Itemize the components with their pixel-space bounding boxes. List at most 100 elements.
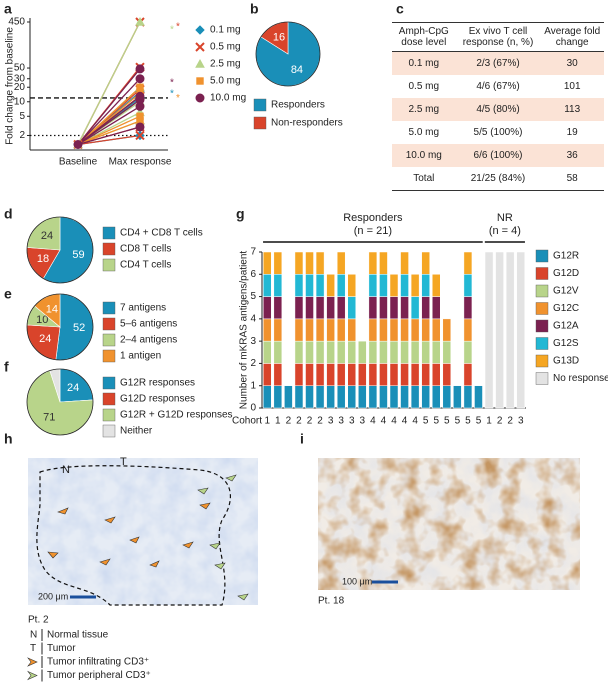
bar-segment bbox=[273, 296, 283, 320]
bar-segment bbox=[368, 251, 378, 275]
legend-marker bbox=[195, 42, 205, 52]
marker bbox=[136, 112, 144, 120]
bar-segment bbox=[368, 296, 378, 320]
bar-segment bbox=[315, 274, 325, 297]
bar-segment bbox=[347, 340, 357, 364]
legend-label: G13D bbox=[553, 356, 579, 367]
header-cell: Amph-CpG dose level bbox=[392, 22, 456, 52]
bar-segment bbox=[368, 340, 378, 364]
bar-segment bbox=[463, 318, 473, 342]
bar-segment bbox=[263, 274, 272, 297]
legend-swatch bbox=[535, 354, 549, 368]
panel-label: g bbox=[236, 206, 245, 222]
patient-line bbox=[77, 21, 141, 145]
x-tick-label: 5 bbox=[455, 416, 461, 427]
bar-segment bbox=[431, 363, 441, 386]
x-tick-label: 3 bbox=[360, 416, 366, 427]
legend-swatch bbox=[535, 372, 549, 385]
pie-outline bbox=[26, 293, 94, 361]
legend-swatch bbox=[102, 408, 116, 422]
legend-swatch bbox=[102, 226, 116, 240]
bar-segment bbox=[305, 363, 314, 386]
bar-segment bbox=[410, 318, 420, 342]
legend-label: 10.0 mg bbox=[210, 93, 246, 104]
legend-label: G12R bbox=[553, 251, 579, 262]
bar-segment bbox=[389, 385, 399, 409]
slice-label: 24 bbox=[41, 230, 53, 242]
bar-segment bbox=[389, 296, 399, 320]
bar-segment bbox=[294, 274, 304, 297]
bar-segment bbox=[421, 340, 430, 364]
bar-segment bbox=[431, 340, 441, 364]
legend-marker bbox=[195, 58, 205, 68]
bar-segment bbox=[400, 340, 409, 364]
bar-segment bbox=[368, 363, 378, 386]
bar-segment bbox=[263, 363, 272, 386]
table-cell: 6/6 (100%) bbox=[455, 144, 541, 167]
header-cell: Average fold change bbox=[540, 22, 604, 52]
bar-segment bbox=[263, 340, 272, 364]
significance-star: * bbox=[170, 78, 174, 89]
marker bbox=[135, 74, 145, 84]
legend-label: 1 antigen bbox=[120, 351, 161, 362]
bar-segment bbox=[263, 318, 272, 342]
marker bbox=[73, 140, 83, 150]
legend-label: 2.5 mg bbox=[210, 59, 241, 70]
legend-symbol: T bbox=[30, 643, 36, 654]
legend-swatch bbox=[102, 258, 116, 272]
bar-segment bbox=[379, 340, 388, 364]
panel-label: i bbox=[300, 431, 304, 447]
y-axis-label: Fold change from baseline bbox=[5, 27, 16, 145]
x-tick-label: 5 bbox=[433, 416, 439, 427]
bar-segment bbox=[368, 318, 378, 342]
bar-segment bbox=[326, 340, 335, 364]
bar-segment bbox=[421, 274, 430, 297]
table-row: 5.0 mg 5/5 (100%) 19 bbox=[392, 121, 604, 144]
patient-label: Pt. 18 bbox=[318, 596, 345, 607]
legend-label: G12V bbox=[553, 286, 579, 297]
summary-table: Amph-CpG dose level Ex vivo T cell respon… bbox=[392, 22, 604, 191]
bar-segment bbox=[358, 363, 367, 386]
bar-segment bbox=[336, 340, 346, 364]
patient-line bbox=[77, 120, 141, 146]
significance-star: * bbox=[176, 22, 180, 33]
bar-segment bbox=[421, 363, 430, 386]
region-label: N bbox=[62, 464, 70, 476]
legend-label: Non-responders bbox=[271, 118, 343, 129]
bar-segment bbox=[389, 274, 399, 297]
panel-label: f bbox=[4, 359, 9, 375]
scale-bar-label: 200 μm bbox=[38, 591, 68, 601]
micrograph-texture bbox=[28, 458, 258, 605]
bar-segment bbox=[326, 363, 335, 386]
bar-segment bbox=[484, 251, 494, 409]
bar-segment bbox=[294, 318, 304, 342]
bar-segment bbox=[326, 274, 335, 297]
bar-segment bbox=[358, 385, 367, 409]
pie-outline bbox=[255, 21, 321, 87]
y-tick-label: 6 bbox=[250, 269, 256, 280]
table-cell: 101 bbox=[563, 81, 581, 92]
bar-segment bbox=[358, 340, 367, 364]
x-tick-label: 2 bbox=[286, 416, 292, 427]
bar-segment bbox=[336, 318, 346, 342]
legend-swatch bbox=[253, 116, 267, 130]
bar-segment bbox=[347, 363, 357, 386]
x-tick-label: 4 bbox=[381, 416, 387, 427]
bar-segment bbox=[389, 363, 399, 386]
marker bbox=[136, 83, 144, 91]
bar-segment bbox=[273, 318, 283, 342]
legend-arrow bbox=[27, 670, 38, 681]
table-cell: 0.1 mg bbox=[392, 51, 456, 75]
group-n: (n = 21) bbox=[354, 225, 392, 237]
x-tick-label: 4 bbox=[370, 416, 376, 427]
x-tick-label: 5 bbox=[444, 416, 450, 427]
legend-swatch bbox=[102, 376, 116, 390]
legend-label: Normal tissue bbox=[47, 630, 109, 641]
legend-label: 5–6 antigens bbox=[120, 319, 177, 330]
bar-segment bbox=[410, 363, 420, 386]
y-tick-label: 0 bbox=[250, 403, 256, 414]
bar-segment bbox=[431, 296, 441, 320]
panel-label: a bbox=[4, 1, 12, 17]
legend-label: Neither bbox=[120, 426, 153, 437]
panel-label: c bbox=[396, 1, 404, 17]
